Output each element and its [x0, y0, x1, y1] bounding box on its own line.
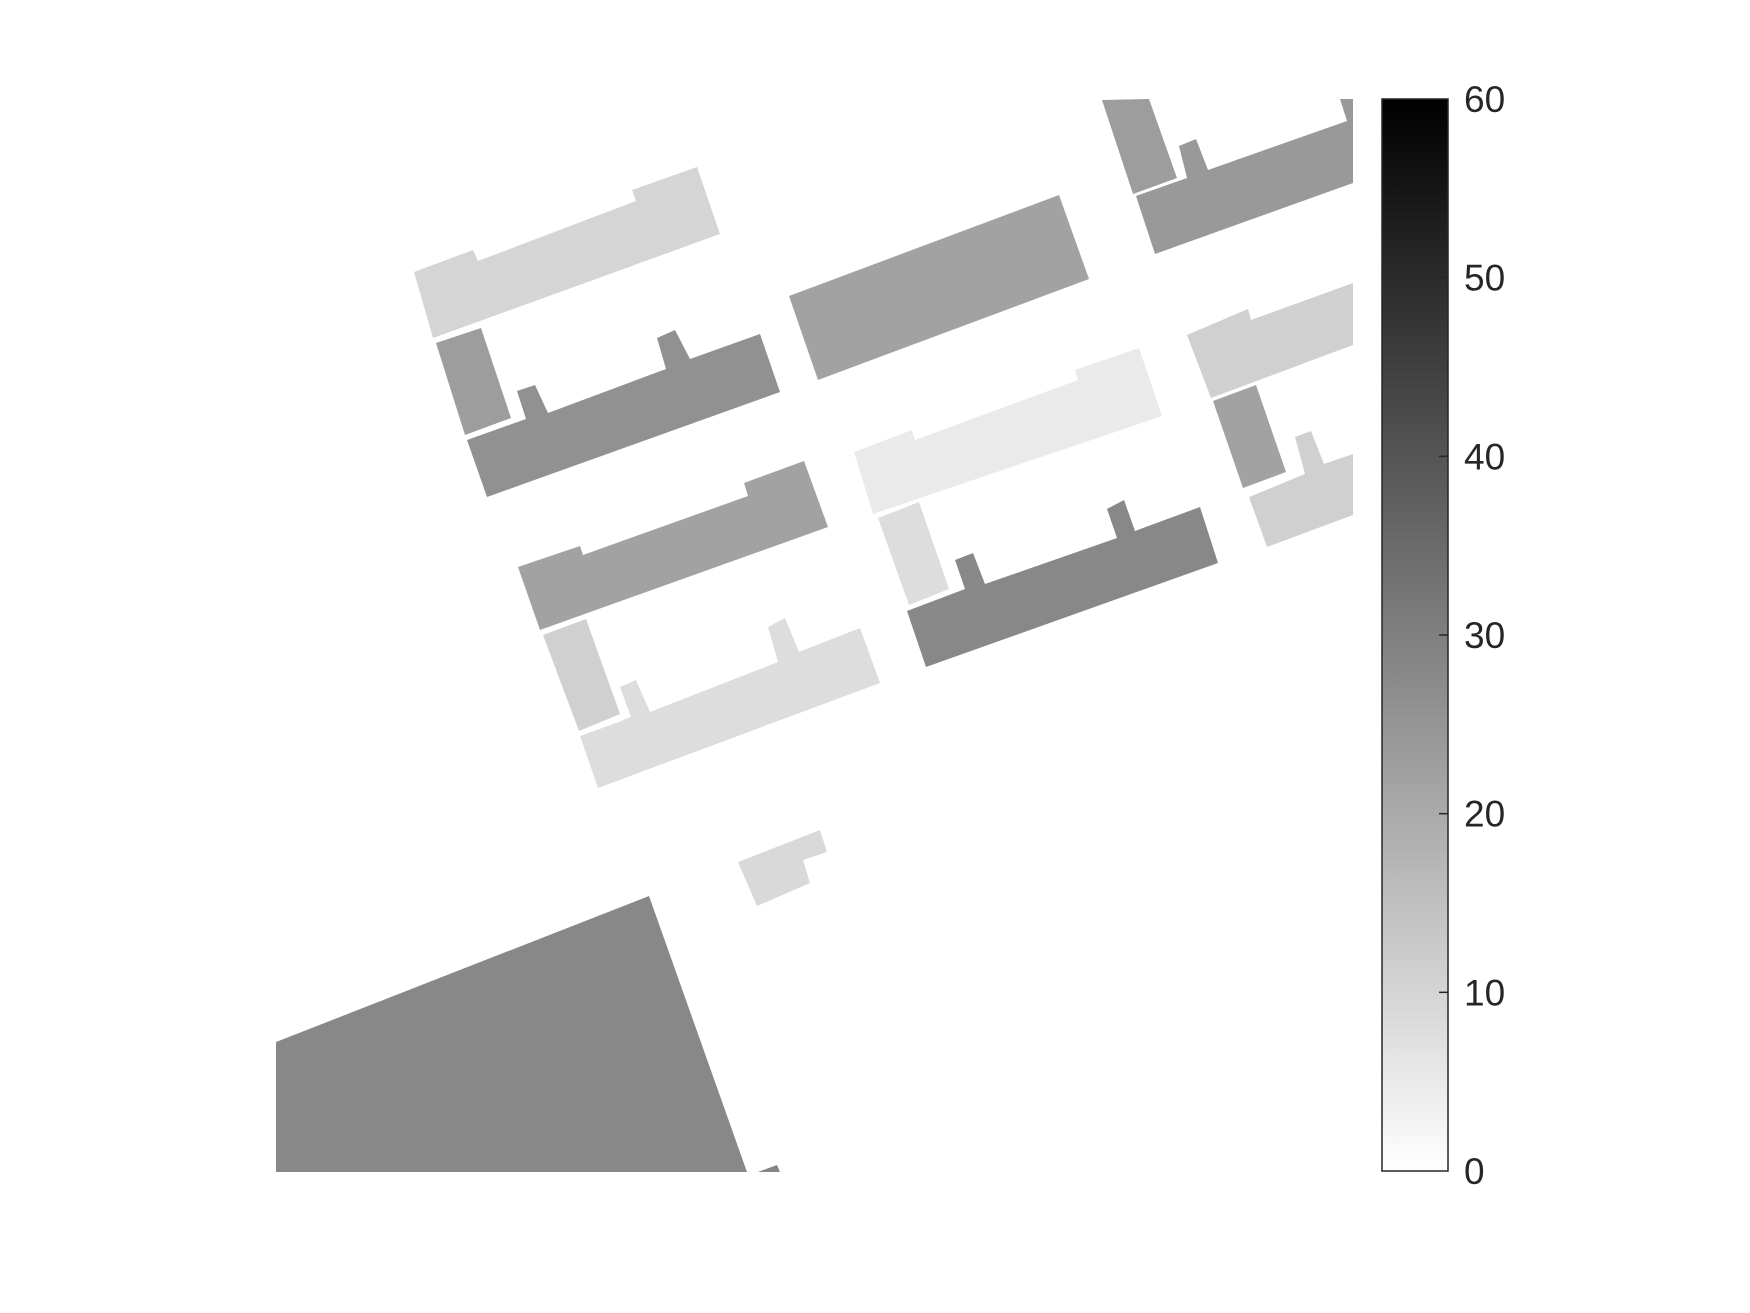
colorbar-gradient — [1381, 98, 1449, 1172]
building — [758, 1165, 780, 1172]
building — [518, 461, 828, 630]
colorbar: 0 10 20 30 40 50 60 — [1381, 79, 1505, 1192]
building — [854, 348, 1162, 514]
building — [878, 502, 949, 605]
building — [543, 619, 620, 731]
building — [907, 500, 1218, 667]
building — [789, 195, 1089, 380]
building — [436, 328, 511, 435]
colorbar-tick-label: 60 — [1464, 79, 1505, 120]
colorbar-tick-label: 40 — [1464, 436, 1505, 477]
colorbar-ticks: 0 10 20 30 40 50 60 — [1439, 79, 1505, 1192]
colorbar-tick-label: 10 — [1464, 972, 1505, 1013]
colorbar-tick-label: 0 — [1464, 1151, 1485, 1192]
building — [467, 330, 780, 497]
buildings-layer — [276, 99, 1353, 1172]
building — [1213, 385, 1286, 488]
building — [414, 167, 720, 338]
building — [1249, 431, 1353, 547]
colorbar-tick-label: 20 — [1464, 794, 1505, 835]
building — [580, 618, 880, 788]
building — [738, 830, 827, 906]
colorbar-tick-label: 50 — [1464, 258, 1505, 299]
colorbar-tick-label: 30 — [1464, 615, 1505, 656]
building — [1187, 283, 1353, 398]
building — [276, 896, 747, 1172]
building — [1136, 99, 1353, 254]
building — [1102, 99, 1177, 194]
